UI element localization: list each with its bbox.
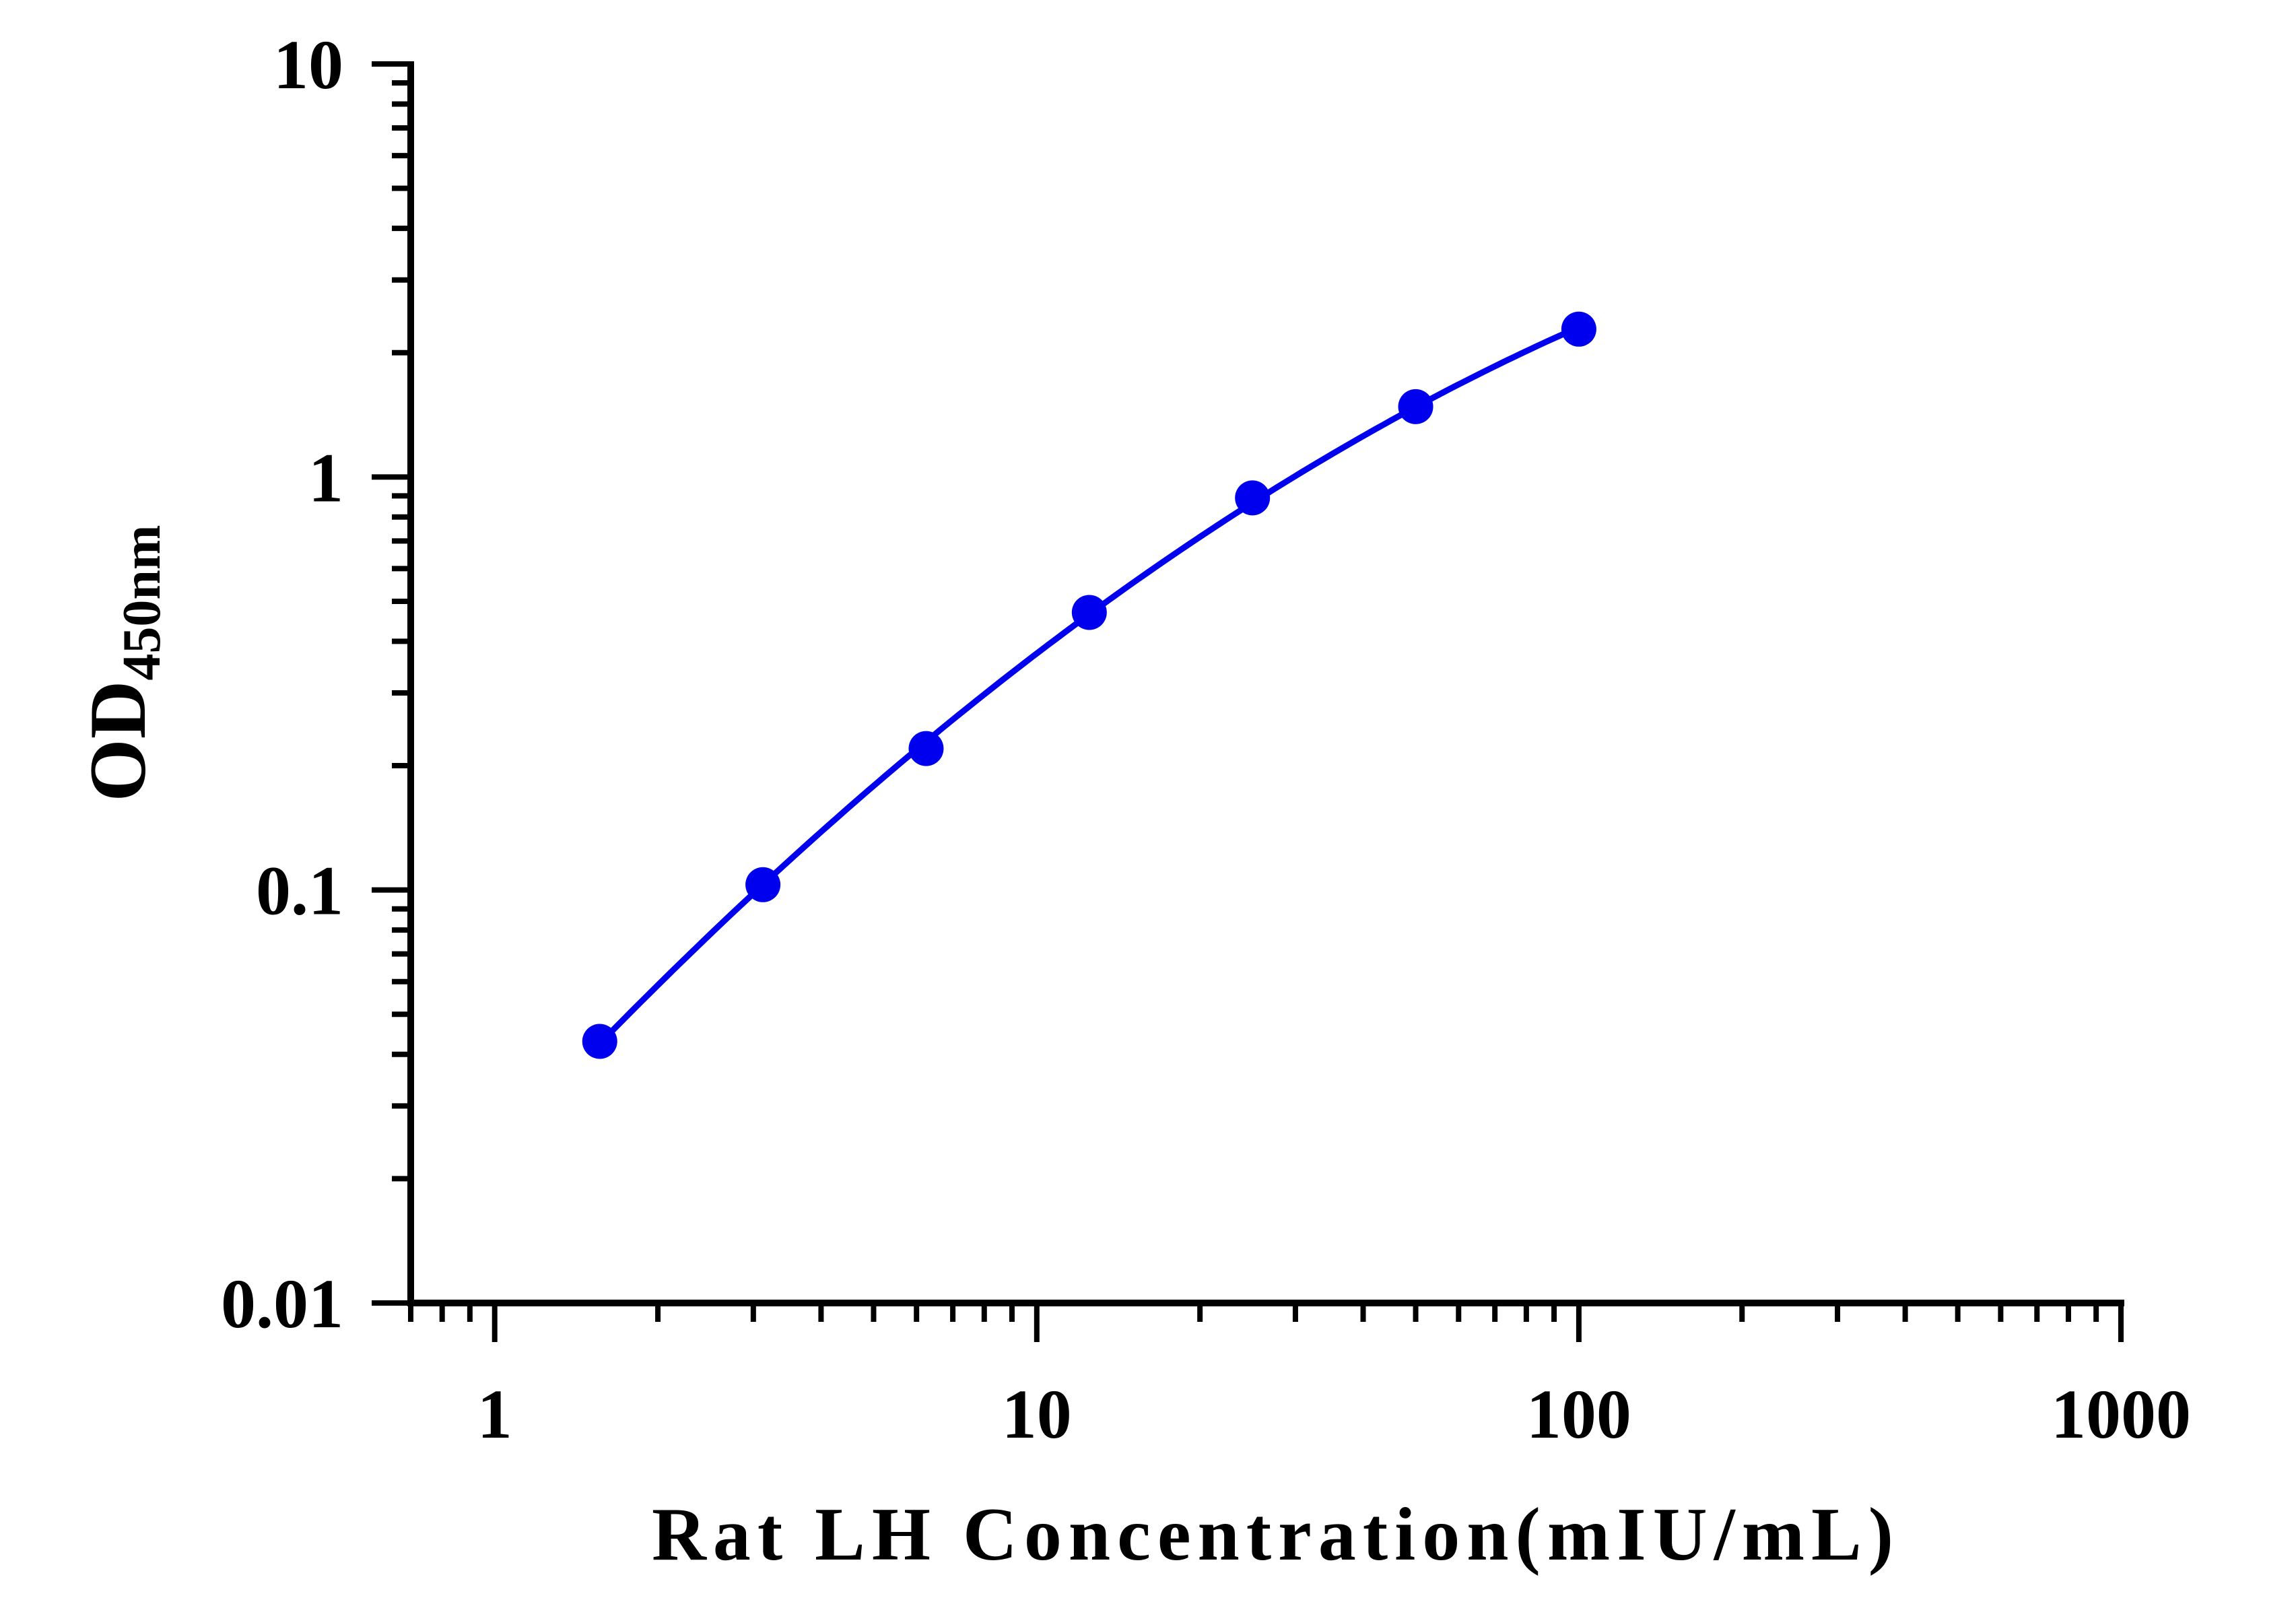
data-point	[745, 867, 781, 902]
axes	[407, 61, 2124, 1306]
y-axis-title: OD	[73, 681, 162, 802]
data-point	[1561, 311, 1596, 347]
data-point	[582, 1024, 617, 1059]
y-tick-label: 10	[273, 26, 343, 104]
y-axis-title-subscript: 450nm	[112, 525, 172, 680]
x-tick-label: 10	[1002, 1376, 1072, 1453]
svg-text:OD450nm: OD450nm	[73, 525, 172, 801]
x-tick-label: 1	[477, 1376, 512, 1453]
y-tick-label: 0.01	[221, 1265, 343, 1343]
x-tick-label: 1000	[2051, 1376, 2191, 1453]
fit-curve	[597, 324, 1580, 1046]
data-point	[1398, 389, 1433, 424]
data-point	[1071, 595, 1107, 630]
data-series	[582, 311, 1596, 1059]
y-tick-label: 0.1	[256, 853, 343, 930]
axis-ticks	[372, 61, 2124, 1342]
y-tick-label: 1	[308, 439, 343, 516]
x-tick-label: 100	[1526, 1376, 1631, 1453]
y-axis-title-group: OD450nm	[73, 525, 172, 801]
data-point	[908, 731, 944, 766]
x-axis-title: Rat LH Concentration(mIU/mL)	[652, 1493, 1900, 1576]
tick-labels: 1 10 100 1000 0.01 0.1 1 10	[221, 26, 2191, 1453]
data-point	[1235, 480, 1271, 516]
